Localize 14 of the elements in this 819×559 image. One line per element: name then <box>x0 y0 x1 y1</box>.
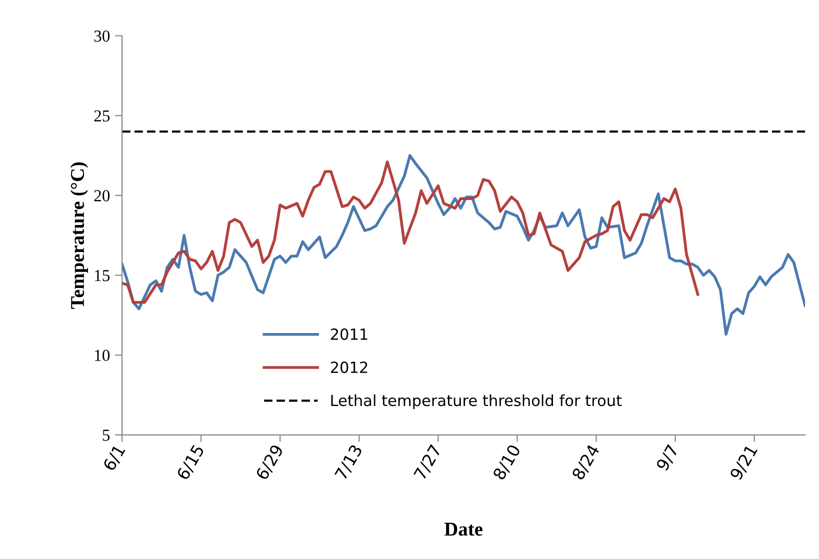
x-axis-title: Date <box>444 522 482 536</box>
x-tick-label: 9/7 <box>656 444 680 472</box>
y-tick-label: 20 <box>94 190 110 202</box>
y-tick-label: 30 <box>94 30 110 42</box>
x-tick-label: 6/1 <box>102 444 127 472</box>
legend-label: 2011 <box>330 328 368 340</box>
line-series <box>122 160 700 304</box>
y-tick-label: 15 <box>95 270 110 282</box>
y-tick-label: 5 <box>102 430 110 441</box>
y-tick-label: 25 <box>94 110 110 122</box>
y-axis-title: Temperature (°C) <box>70 162 88 309</box>
y-tick-label: 10 <box>95 350 110 362</box>
legend-label: Lethal temperature threshold for trout <box>331 394 622 410</box>
legend-label: 2012 <box>330 362 368 374</box>
